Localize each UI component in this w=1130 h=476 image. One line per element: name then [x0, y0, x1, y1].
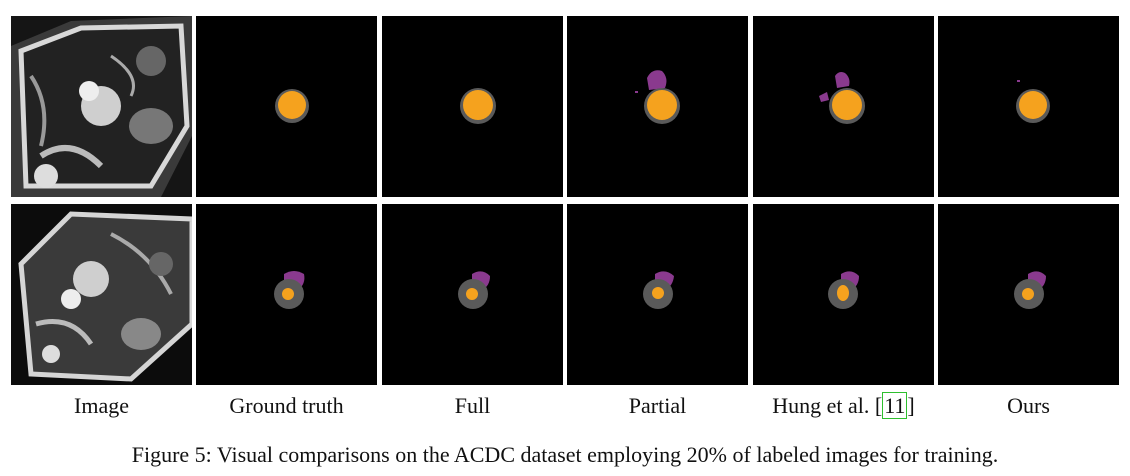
- column-label-partial: Partial: [628, 393, 687, 418]
- rv-mask: [647, 70, 667, 90]
- column-label-ground-truth: Ground truth: [229, 393, 344, 418]
- lv-mask: [466, 288, 478, 300]
- figure-caption: Figure 5: Visual comparisons on the ACDC…: [131, 442, 999, 467]
- seg-hung-row1: [753, 16, 934, 197]
- seg-full-row1: [382, 16, 563, 197]
- seg-partial-row2: [567, 204, 748, 385]
- lv-mask: [647, 90, 677, 120]
- lv-mask: [832, 90, 862, 120]
- citation-link[interactable]: 11: [882, 392, 908, 419]
- lv-mask: [1019, 91, 1047, 119]
- column-label-hung: Hung et al. [11]: [753, 392, 934, 419]
- lv-mask: [652, 287, 664, 299]
- seg-hung-row2: [753, 204, 934, 385]
- mri-image-row1: [11, 16, 192, 197]
- hung-label-text: Hung et al. [: [772, 393, 883, 418]
- column-label-image: Image: [74, 393, 129, 418]
- seg-full-row2: [382, 204, 563, 385]
- seg-ground-truth-row1: [196, 16, 377, 197]
- column-label-ours: Ours: [1007, 393, 1050, 418]
- seg-ours-row1: [938, 16, 1119, 197]
- lv-mask: [1022, 288, 1034, 300]
- seg-partial-row1: [567, 16, 748, 197]
- hung-label-suffix: ]: [907, 393, 915, 418]
- lv-mask: [282, 288, 294, 300]
- lv-mask: [837, 285, 849, 301]
- lv-mask: [463, 90, 493, 120]
- lv-mask: [278, 91, 306, 119]
- rv-mask: [835, 72, 850, 88]
- seg-ours-row2: [938, 204, 1119, 385]
- seg-ground-truth-row2: [196, 204, 377, 385]
- mri-image-row2: [11, 204, 192, 385]
- column-label-full: Full: [454, 393, 491, 418]
